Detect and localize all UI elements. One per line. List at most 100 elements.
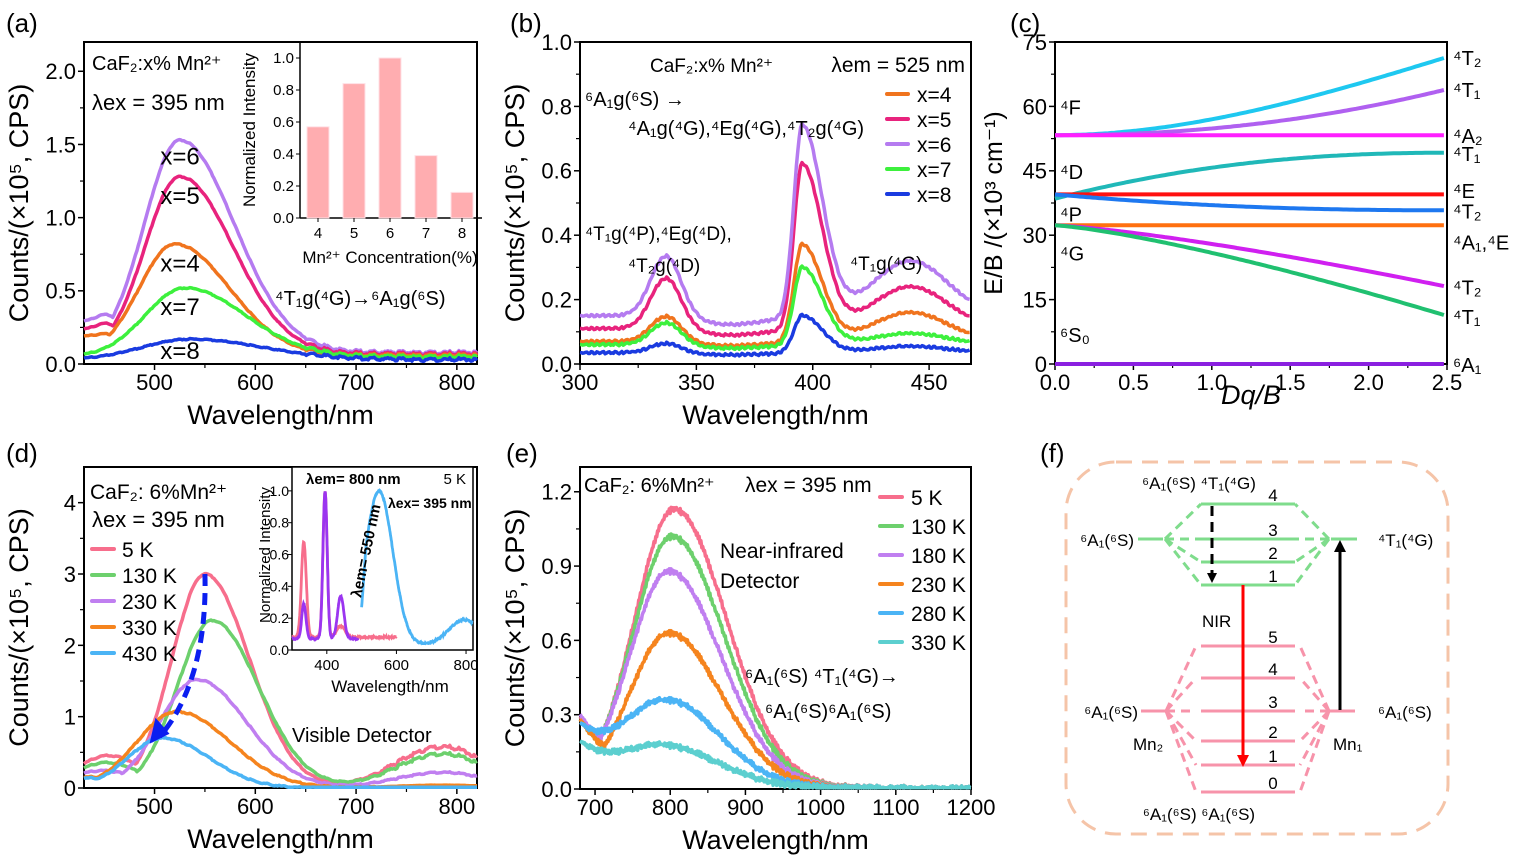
term-label-left: ⁴P bbox=[1060, 205, 1082, 227]
sample-annotation: CaF₂:x% Mn²⁺ bbox=[92, 53, 221, 75]
excitation-annotation: λex = 395 nm bbox=[92, 90, 225, 115]
excitation-arrowhead bbox=[1334, 540, 1346, 552]
connector bbox=[1298, 645, 1331, 712]
y-axis-label: E/B /(×10³ cm⁻¹) bbox=[980, 111, 1008, 294]
y-tick-label: 1.0 bbox=[45, 206, 76, 231]
panel-c: 0.0 0.5 1.0 1.5 2.0 2.5 0 15 30 45 60 75 Dq/B E/B /(×… bbox=[980, 30, 1509, 410]
plot-frame bbox=[83, 466, 478, 789]
x-tick-label: 2.5 bbox=[1432, 370, 1463, 395]
inset-y-tick-label: 0.8 bbox=[273, 82, 294, 99]
panel-label-a: (a) bbox=[6, 8, 38, 38]
legend-label: 130 K bbox=[122, 565, 177, 588]
inset-line bbox=[291, 491, 360, 642]
legend-label: 130 K bbox=[911, 516, 966, 539]
connector bbox=[1293, 538, 1331, 586]
connector bbox=[1298, 710, 1331, 793]
connector bbox=[1293, 502, 1331, 541]
inset-bar-5 bbox=[342, 83, 366, 219]
term-label-right: ⁴A₁,⁴E bbox=[1453, 233, 1509, 255]
inset-line bbox=[360, 488, 474, 646]
term-label-right: ⁴E bbox=[1453, 181, 1475, 203]
y-tick-label: 1.0 bbox=[541, 30, 572, 55]
y-tick-label: 60 bbox=[1023, 94, 1047, 119]
detector-annotation: Visible Detector bbox=[292, 725, 432, 747]
x-tick-label: 700 bbox=[338, 370, 375, 395]
series-line-x=6 bbox=[579, 122, 970, 328]
term-label-right: ⁴T₁ bbox=[1453, 80, 1481, 102]
x-tick-label: 800 bbox=[438, 370, 475, 395]
legend-label: x=5 bbox=[917, 109, 951, 132]
plot-frame bbox=[579, 466, 972, 790]
term-label-right: ⁶A₁ bbox=[1453, 355, 1482, 377]
lower-right-label: ⁶A₁(⁶S) bbox=[1378, 703, 1432, 722]
y-tick-label: 0.0 bbox=[541, 777, 572, 802]
legend-label: 280 K bbox=[911, 603, 966, 626]
y-tick-label: 0.6 bbox=[541, 628, 572, 653]
x-tick-label: 1000 bbox=[796, 795, 845, 820]
term-label-right: ⁴A₂ bbox=[1453, 126, 1483, 148]
series-line-330 K bbox=[579, 739, 972, 790]
inset-x-tick-label: 600 bbox=[384, 657, 409, 674]
x-tick-label: 0.0 bbox=[1040, 370, 1071, 395]
y-tick-label: 4 bbox=[64, 491, 76, 516]
legend-label: 180 K bbox=[911, 545, 966, 568]
inset-y-tick-label: 0.6 bbox=[273, 114, 294, 131]
x-tick-label: 1200 bbox=[947, 795, 996, 820]
inset-bar-4 bbox=[306, 126, 330, 219]
x-tick-label: 800 bbox=[438, 794, 475, 819]
y-tick-label: 0.3 bbox=[541, 703, 572, 728]
y-tick-label: 0.9 bbox=[541, 554, 572, 579]
x-tick-label: 600 bbox=[237, 794, 274, 819]
sample-annotation: CaF₂: 6%Mn²⁺ bbox=[584, 475, 715, 497]
inset-y-tick-label: 1.0 bbox=[273, 50, 294, 67]
panel-label-e: (e) bbox=[506, 438, 538, 468]
series-label: x=6 bbox=[160, 143, 199, 170]
connector bbox=[1164, 537, 1202, 564]
y-tick-label: 0.0 bbox=[541, 352, 572, 377]
x-tick-label: 0.5 bbox=[1118, 370, 1149, 395]
legend-label: x=4 bbox=[917, 84, 952, 107]
top-label: ⁶A₁(⁶S) ⁴T₁(⁴G) bbox=[1142, 474, 1256, 493]
x-axis-label: Wavelength/nm bbox=[682, 825, 869, 855]
level-number: 4 bbox=[1268, 660, 1277, 679]
legend-label: 430 K bbox=[122, 643, 177, 666]
series-line-x=5 bbox=[579, 160, 970, 338]
transition-annotation: ⁴T₁g(⁴G)→⁶A₁g(⁶S) bbox=[275, 288, 446, 310]
series-line-5 K bbox=[82, 571, 478, 785]
bottom-label: ⁶A₁(⁶S) ⁶A₁(⁶S) bbox=[1143, 805, 1255, 824]
inset-temperature: 5 K bbox=[443, 471, 466, 488]
y-tick-label: 15 bbox=[1023, 288, 1047, 313]
inset-y-tick-label: 0.0 bbox=[270, 642, 290, 658]
excitation-annotation: λex = 395 nm bbox=[745, 474, 872, 497]
upper-right-label: ⁴T₁(⁴G) bbox=[1378, 531, 1433, 550]
level-number: 1 bbox=[1268, 747, 1277, 766]
connector bbox=[1163, 502, 1203, 541]
series-label: x=5 bbox=[160, 183, 199, 210]
term-label-right: ⁴T₁ bbox=[1453, 144, 1481, 166]
y-tick-label: 45 bbox=[1023, 159, 1047, 184]
x-tick-label: 1.5 bbox=[1275, 370, 1306, 395]
y-tick-label: 0.8 bbox=[541, 94, 572, 119]
upper-left-label: ⁶A₁(⁶S) bbox=[1080, 531, 1134, 550]
term-label-left: ⁴F bbox=[1060, 97, 1081, 119]
legend-label: 5 K bbox=[122, 539, 154, 562]
connector bbox=[1164, 645, 1198, 712]
panel-f-diagram: 4 3 2 1 5 4 3 2 1 0 NIR ⁶A₁(⁶S) ⁴T₁(⁴G) ⁶A₁(⁶S) ⁴T₁(⁴… bbox=[1064, 460, 1450, 836]
y-tick-label: 0.4 bbox=[541, 223, 572, 248]
series-line-x=7 bbox=[83, 285, 479, 361]
band-annotation: ⁴T₁g(⁴G) bbox=[850, 254, 922, 275]
relaxation-arrowhead bbox=[1207, 573, 1217, 583]
level-line-⁴T₂ bbox=[1054, 223, 1445, 289]
x-axis-label: Wavelength/nm bbox=[187, 824, 374, 854]
x-tick-label: 1100 bbox=[872, 795, 919, 820]
series-line-x=4 bbox=[579, 241, 970, 349]
transition-annotation: ⁶A₁(⁶S)⁶A₁(⁶S) bbox=[765, 701, 891, 723]
y-axis-label: Counts/(×10⁵, CPS) bbox=[4, 508, 34, 747]
inset-x-tick-label: 5 bbox=[350, 225, 358, 242]
transition-annotation: ⁴A₁g(⁴G),⁴Eg(⁴G),⁴T₂g(⁴G) bbox=[628, 118, 864, 140]
inset-y-tick-label: 0.0 bbox=[273, 210, 294, 227]
x-tick-label: 2.0 bbox=[1353, 370, 1384, 395]
connector bbox=[1298, 677, 1331, 712]
inset-y-tick-label: 1.0 bbox=[270, 483, 290, 499]
